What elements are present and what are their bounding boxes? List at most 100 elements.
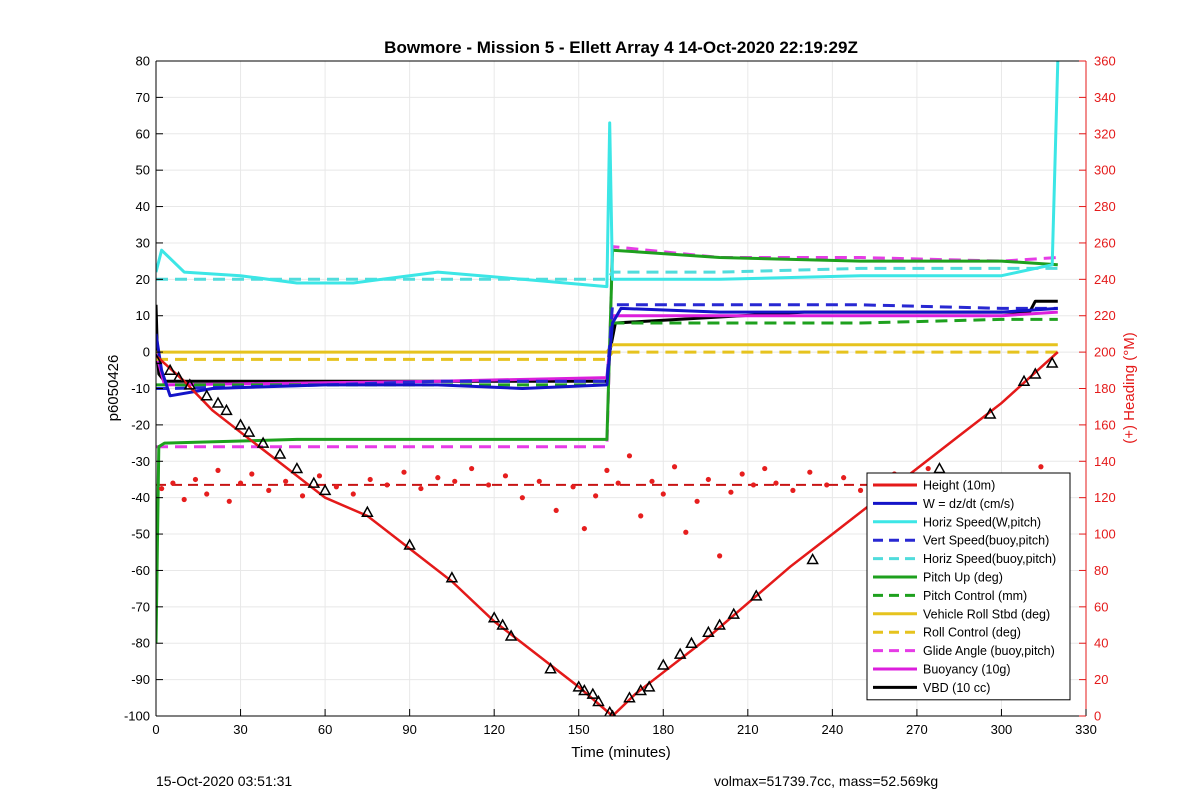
y-tick-label-right: 100: [1094, 527, 1116, 542]
dive-marker: [983, 407, 997, 419]
heading-point: [237, 480, 244, 486]
dive-marker: [256, 436, 270, 448]
heading-point: [649, 478, 655, 484]
dive-marker: [1028, 367, 1042, 379]
series-pitch-up-deg: [156, 248, 1058, 644]
heading-point: [773, 480, 779, 486]
y-tick-label-right: 320: [1094, 126, 1116, 141]
y-tick-label-right: 60: [1094, 599, 1108, 614]
y-tick-label-right: 40: [1094, 636, 1108, 651]
heading-point: [384, 482, 390, 488]
x-tick-label: 270: [906, 722, 928, 737]
heading-point: [181, 496, 187, 503]
y-tick-label-left: -10: [131, 381, 150, 396]
dive-marker: [183, 378, 197, 390]
heading-point: [841, 475, 847, 481]
heading-point: [215, 467, 221, 473]
x-tick-label: 330: [1075, 722, 1097, 737]
y-tick-label-right: 120: [1094, 490, 1116, 505]
y-tick-label-right: 20: [1094, 672, 1108, 687]
y-tick-label-left: -80: [131, 636, 150, 651]
y-axis-right-label: (+) Heading (°M): [1121, 332, 1138, 443]
x-axis-label: Time (minutes): [571, 744, 670, 761]
y-tick-label-right: 160: [1094, 417, 1116, 432]
dive-marker: [685, 636, 698, 648]
dive-marker: [806, 552, 819, 565]
y-tick-label-left: 60: [136, 126, 150, 141]
x-tick-label: 0: [152, 722, 159, 737]
series-w-dz-dt-cm-s: [156, 306, 1058, 398]
heading-point: [367, 476, 373, 483]
heading-point: [266, 487, 272, 493]
y-tick-label-right: 280: [1094, 199, 1116, 214]
y-tick-label-left: 70: [136, 90, 150, 105]
dive-marker: [592, 694, 605, 707]
legend-label: Glide Angle (buoy,pitch): [923, 644, 1055, 658]
legend-label: Roll Control (deg): [923, 626, 1021, 640]
footer-timestamp: 15-Oct-2020 03:51:31: [156, 773, 293, 789]
dive-marker: [634, 683, 648, 696]
y-tick-label-left: 40: [136, 199, 150, 214]
dive-marker: [656, 658, 670, 670]
x-tick-label: 120: [483, 722, 505, 737]
y-tick-label-right: 240: [1094, 272, 1116, 287]
y-tick-label-right: 180: [1094, 381, 1116, 396]
x-tick-label: 90: [402, 722, 416, 737]
dive-marker: [290, 462, 304, 474]
heading-point: [671, 464, 678, 470]
dive-marker: [749, 589, 763, 601]
heading-point: [717, 553, 723, 559]
dive-marker: [445, 571, 459, 583]
dive-marker: [727, 607, 741, 619]
x-tick-label: 30: [233, 722, 247, 737]
legend-label: Horiz Speed(buoy,pitch): [923, 552, 1056, 566]
dive-marker: [504, 629, 518, 641]
heading-point: [226, 498, 232, 504]
dive-marker: [673, 647, 687, 659]
y-tick-label-left: -90: [131, 672, 150, 687]
legend-box: [866, 472, 1071, 701]
y-tick-label-right: 340: [1094, 90, 1116, 105]
x-tick-label: 240: [822, 722, 844, 737]
heading-point: [807, 469, 813, 475]
heading-point: [350, 491, 356, 497]
heading-point: [626, 453, 633, 459]
dive-marker: [273, 447, 287, 459]
chart-title: Bowmore - Mission 5 - Ellett Array 4 14-…: [384, 38, 858, 57]
heading-point: [728, 489, 734, 495]
dive-marker: [1017, 374, 1031, 386]
dive-marker: [586, 687, 600, 699]
dive-marker: [318, 483, 332, 496]
heading-point: [857, 487, 864, 493]
y-tick-label-right: 260: [1094, 235, 1116, 250]
heading-point: [192, 476, 199, 483]
heading-point: [502, 473, 509, 479]
heading-point: [660, 491, 666, 497]
heading-point: [283, 478, 289, 484]
legend-label: Horiz Speed(W,pitch): [923, 515, 1041, 529]
y-tick-label-left: -20: [131, 417, 150, 432]
y-tick-label-right: 220: [1094, 308, 1116, 323]
heading-point: [593, 493, 599, 499]
legend: Height (10m) W = dz/dt (cm/s) Horiz Speed(…: [866, 472, 1071, 701]
x-tick-label: 300: [991, 722, 1013, 737]
heading-point: [615, 480, 621, 486]
dive-marker: [623, 691, 636, 703]
heading-point: [159, 485, 165, 492]
y-tick-label-right: 300: [1094, 163, 1116, 178]
dive-marker: [642, 680, 656, 692]
dive-marker: [702, 625, 715, 638]
y-tick-label-right: 360: [1094, 54, 1116, 69]
heading-point: [170, 480, 176, 486]
y-tick-label-left: 50: [136, 163, 150, 178]
heading-point: [435, 475, 441, 481]
heading-point: [705, 476, 711, 483]
heading-point: [519, 495, 525, 501]
series-height-10m-top: [156, 351, 1059, 716]
y-tick-label-left: 0: [143, 345, 150, 360]
heading-point: [762, 465, 768, 472]
y-tick-label-right: 80: [1094, 563, 1108, 578]
heading-point: [333, 484, 339, 490]
y-tick-label-left: -60: [131, 563, 150, 578]
heading-point: [694, 498, 700, 504]
